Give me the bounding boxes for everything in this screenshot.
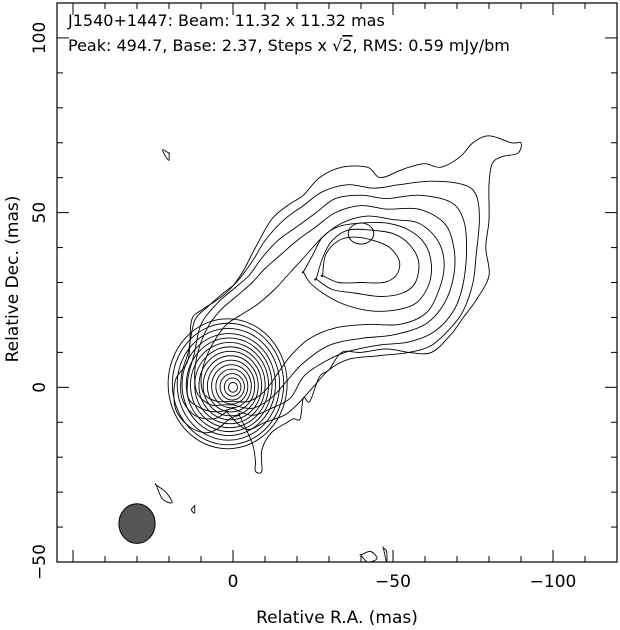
y-tick-label: 100 [30,22,50,54]
jet-knot-contour [347,222,375,245]
beam-shape [118,503,156,544]
beam-ellipse [118,503,156,544]
core-contour [198,350,263,421]
contour-L7 [314,228,420,297]
core-contour [206,359,256,413]
core-contour [228,381,238,393]
core-contour [215,368,249,405]
core-contour [185,337,273,433]
core-contour [167,318,288,450]
contour-L8 [320,236,401,284]
contour-L6 [301,221,432,312]
core-contour [190,341,270,429]
x-tick-label: −50 [375,572,411,592]
contour-lines [154,3,522,563]
core-contour [202,355,259,417]
y-tick-label: 50 [30,202,50,224]
header-line-2-prefix: Peak: 494.7, Base: 2.37, Steps x [68,36,332,55]
y-axis-title: Relative Dec. (mas) [3,196,23,363]
core-contour [181,333,276,437]
contour-L2 [180,180,480,430]
core-contour [211,364,252,409]
contour-isolated-top-1 [162,149,170,161]
x-tick-label: 0 [228,572,239,592]
core-contour [219,373,245,401]
x-tick-label: −100 [530,572,577,592]
contour-L4 [194,205,456,409]
x-axis-title: Relative R.A. (mas) [256,608,418,628]
core-contour [223,377,242,397]
y-tick-label: −50 [30,544,50,580]
header-line-2-suffix: , RMS: 0.59 mJy/bm [352,36,509,55]
axis-ticks [57,2,618,563]
tick-labels: 0 −50 −100 −50 0 50 100 [30,22,576,592]
sqrt-argument: 2 [342,36,352,55]
contour-isolated-lower-1 [154,483,173,504]
sqrt-symbol: √ [332,36,343,55]
header-line-2: Peak: 494.7, Base: 2.37, Steps x √2, RMS… [68,36,510,55]
contour-L3 [186,194,468,416]
core-contour [194,346,266,425]
contour-isolated-bottom-2 [382,546,388,563]
contour-isolated-bottom-1 [359,551,378,563]
y-tick-label: 0 [30,382,50,393]
contour-isolated-lower-2 [190,504,196,514]
core-contour [176,327,281,441]
core-contour [171,322,285,446]
contour-L5 [200,215,445,403]
header-line-1: J1540+1447: Beam: 11.32 x 11.32 mas [67,11,385,30]
